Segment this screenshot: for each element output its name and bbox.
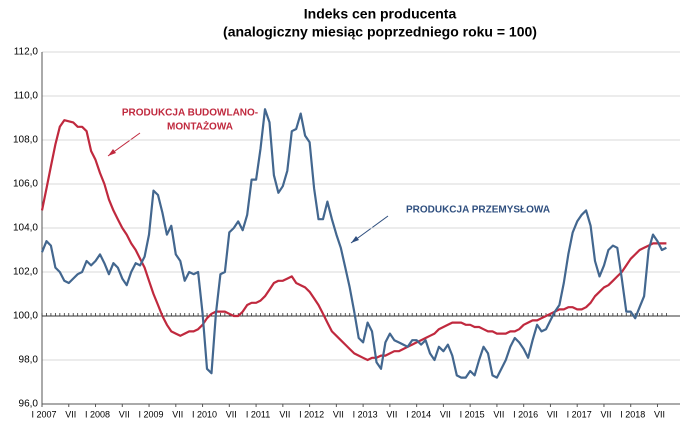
x-tick-label: I 2008 <box>85 409 110 419</box>
annotation: PRODUKCJA BUDOWLANO- <box>122 108 258 119</box>
annotation: PRODUKCJA PRZEMYSŁOWA <box>406 205 550 216</box>
x-tick-label: I 2012 <box>299 409 324 419</box>
x-tick-label: VII <box>386 409 397 419</box>
y-tick-label: 110,0 <box>14 91 39 102</box>
y-tick-label: 106,0 <box>13 179 38 190</box>
x-tick-label: VII <box>119 409 130 419</box>
y-tick-label: 98,0 <box>19 355 39 366</box>
x-tick-label: I 2014 <box>406 409 431 419</box>
chart-subtitle: (analogiczny miesiąc poprzedniego roku =… <box>223 24 537 40</box>
x-tick-label: I 2009 <box>139 409 164 419</box>
series-line <box>40 108 667 379</box>
x-tick-label: I 2011 <box>246 409 270 419</box>
x-tick-label: VII <box>440 409 451 419</box>
annotation-arrowhead <box>108 149 116 156</box>
x-tick-label: VII <box>493 409 504 419</box>
x-tick-label: I 2007 <box>31 409 56 419</box>
x-tick-label: VII <box>654 409 665 419</box>
annotation-arrowhead <box>351 236 359 243</box>
y-tick-label: 104,0 <box>13 223 38 234</box>
y-tick-label: 96,0 <box>19 399 39 410</box>
x-tick-label: VII <box>65 409 76 419</box>
x-tick-label: I 2015 <box>460 409 485 419</box>
x-tick-label: VII <box>172 409 183 419</box>
x-tick-label: I 2013 <box>353 409 378 419</box>
x-tick-label: I 2010 <box>192 409 217 419</box>
chart-title: Indeks cen producenta <box>304 6 457 22</box>
y-tick-label: 100,0 <box>13 311 38 322</box>
annotation: MONTAŻOWA <box>167 120 233 133</box>
y-tick-label: 108,0 <box>13 135 38 146</box>
x-tick-label: VII <box>547 409 558 419</box>
x-tick-label: I 2016 <box>513 409 538 419</box>
x-tick-label: VII <box>333 409 344 419</box>
x-tick-label: VII <box>226 409 237 419</box>
y-tick-label: 102,0 <box>13 267 38 278</box>
y-tick-label: 112,0 <box>14 47 39 58</box>
series-line <box>40 119 667 362</box>
x-tick-label: I 2018 <box>620 409 645 419</box>
x-tick-label: VII <box>600 409 611 419</box>
x-tick-label: VII <box>279 409 290 419</box>
x-tick-label: I 2017 <box>567 409 592 419</box>
